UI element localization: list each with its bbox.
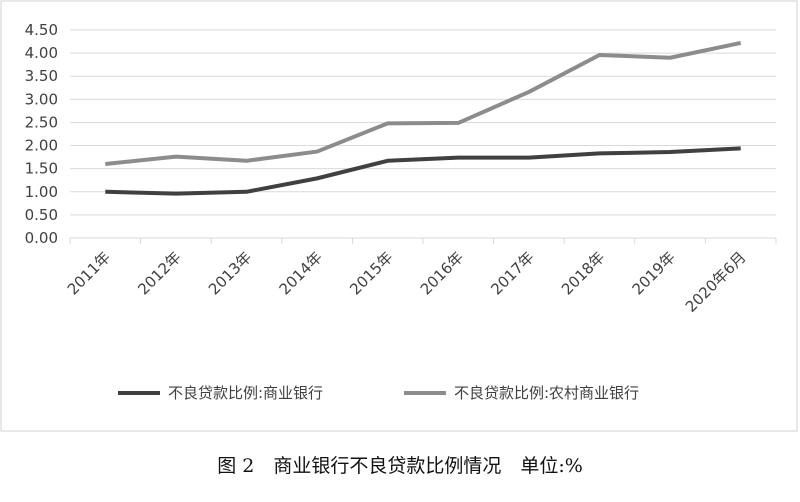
y-tick-label: 4.50 (25, 21, 58, 39)
series-line (105, 146, 741, 196)
x-tick-label: 2011年 (64, 248, 114, 298)
x-tick-label: 2013年 (205, 248, 255, 298)
legend-label: 不良贷款比例:农村商业银行 (454, 384, 639, 402)
y-tick-label: 1.50 (25, 160, 58, 178)
y-tick-label: 0.00 (25, 229, 58, 247)
y-tick-label: 4.00 (25, 44, 58, 62)
y-tick-label: 2.50 (25, 113, 58, 131)
x-tick-label: 2017年 (487, 248, 537, 298)
x-tick-label: 2016年 (417, 248, 467, 298)
x-tick-label: 2015年 (346, 248, 396, 298)
y-tick-label: 0.50 (25, 206, 58, 224)
x-tick-label: 2020年6月 (682, 248, 750, 316)
caption: 图 2 商业银行不良贷款比例情况 单位:% (217, 455, 583, 477)
x-tick-label: 2018年 (558, 248, 608, 298)
y-tick-label: 3.50 (25, 67, 58, 85)
y-tick-label: 1.00 (25, 183, 58, 201)
y-tick-label: 2.00 (25, 137, 58, 155)
x-tick-label: 2014年 (276, 248, 326, 298)
y-tick-label: 3.00 (25, 90, 58, 108)
series-line (105, 40, 742, 167)
x-tick-label: 2019年 (629, 248, 679, 298)
legend-label: 不良贷款比例:商业银行 (168, 384, 323, 402)
chart-frame (0, 0, 798, 432)
x-tick-label: 2012年 (134, 248, 184, 298)
